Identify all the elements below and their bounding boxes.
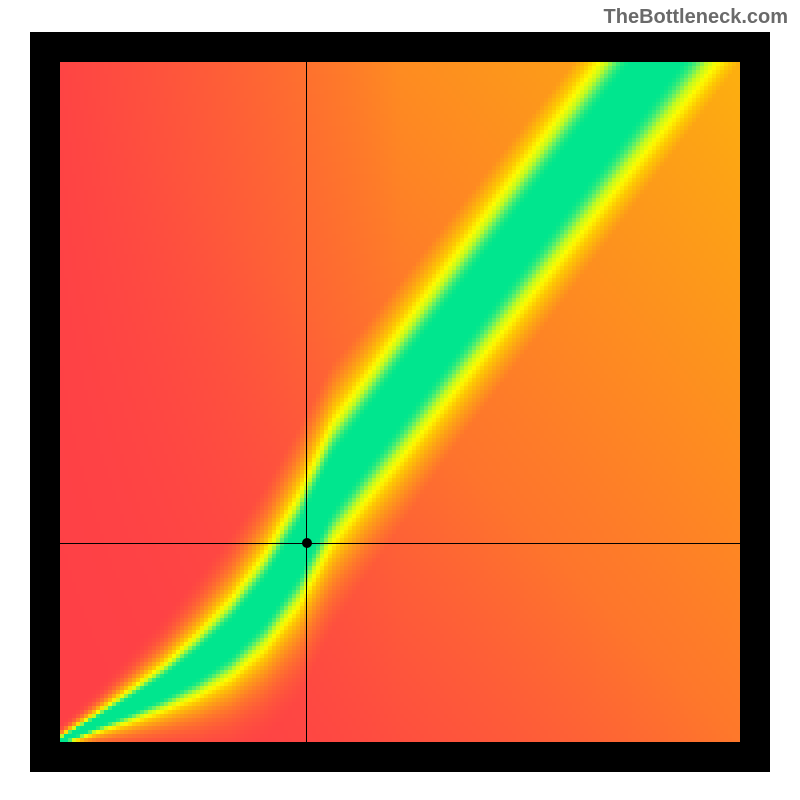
heatmap-canvas [60,62,740,742]
crosshair-horizontal [60,543,740,544]
chart-container: TheBottleneck.com [0,0,800,800]
watermark-label: TheBottleneck.com [604,6,788,29]
crosshair-vertical [306,62,307,742]
